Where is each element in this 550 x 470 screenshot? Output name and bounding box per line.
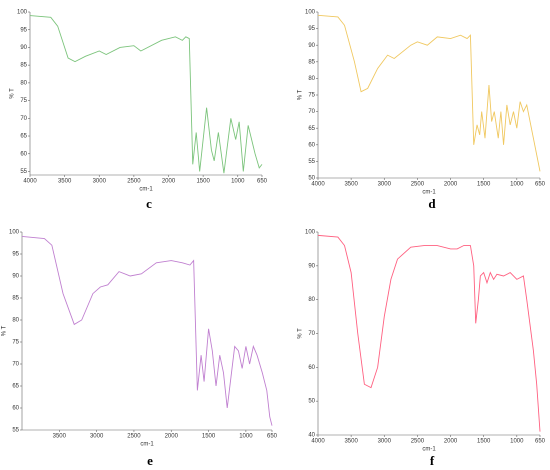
x-tick-label: 3000	[378, 182, 392, 188]
x-tick-label: 2500	[411, 182, 425, 188]
x-tick-label: 650	[535, 182, 546, 188]
x-tick-label: 3500	[344, 439, 358, 445]
y-axis-label: % T	[2, 325, 8, 336]
panel-caption: e	[147, 453, 153, 468]
x-tick-label: 1500	[196, 179, 210, 185]
spectrum-line	[29, 15, 263, 174]
y-tick-label: 50	[308, 399, 315, 405]
x-axis-label: cm-1	[422, 190, 436, 196]
x-tick-label: 1500	[477, 182, 491, 188]
y-tick-label: 100	[9, 230, 20, 236]
y-tick-label: 100	[17, 10, 28, 16]
x-tick-label: 2000	[165, 434, 179, 440]
y-tick-label: 55	[308, 159, 315, 165]
x-axis-label: cm-1	[422, 447, 436, 453]
y-tick-label: 70	[308, 331, 315, 337]
y-tick-label: 55	[12, 428, 19, 434]
x-tick-label: 2500	[127, 179, 141, 185]
y-tick-label: 65	[20, 134, 27, 140]
y-tick-label: 95	[20, 27, 27, 33]
panel-caption: f	[430, 453, 435, 468]
x-tick-label: 3500	[344, 182, 358, 188]
x-tick-label: 1500	[477, 439, 491, 445]
x-tick-label: 2000	[162, 179, 176, 185]
x-tick-label: 1000	[239, 434, 253, 440]
x-tick-label: 3000	[90, 434, 104, 440]
y-tick-label: 80	[308, 297, 315, 303]
y-tick-label: 95	[12, 252, 19, 258]
x-tick-label: 2500	[127, 434, 141, 440]
spectrum-line	[317, 14, 541, 172]
y-tick-label: 70	[20, 116, 27, 122]
x-tick-label: 4000	[311, 439, 325, 445]
y-tick-label: 85	[12, 296, 19, 302]
y-tick-label: 90	[20, 45, 27, 51]
x-tick-label: 1000	[510, 182, 524, 188]
y-tick-label: 60	[308, 142, 315, 148]
y-tick-label: 90	[12, 274, 19, 280]
x-tick-label: 3500	[58, 179, 72, 185]
x-tick-label: 3500	[53, 434, 67, 440]
y-tick-label: 85	[308, 59, 315, 65]
y-tick-label: 75	[308, 93, 315, 99]
y-tick-label: 70	[12, 362, 19, 368]
x-tick-label: 3000	[378, 439, 392, 445]
panel-caption: c	[146, 196, 152, 211]
y-tick-label: 70	[308, 109, 315, 115]
y-axis-label: % T	[10, 88, 16, 99]
x-tick-label: 650	[267, 434, 278, 440]
y-tick-label: 40	[308, 433, 315, 439]
x-tick-label: 2000	[444, 439, 458, 445]
y-axis-label: % T	[298, 328, 304, 339]
x-tick-label: 3000	[93, 179, 107, 185]
y-tick-label: 90	[308, 43, 315, 49]
y-tick-label: 80	[308, 76, 315, 82]
y-tick-label: 100	[305, 230, 316, 236]
x-tick-label: 650	[257, 179, 268, 185]
x-tick-label: 4000	[23, 179, 37, 185]
y-tick-label: 60	[20, 151, 27, 157]
spectrum-line	[317, 234, 541, 432]
y-tick-label: 65	[12, 384, 19, 390]
x-tick-label: 4000	[311, 182, 325, 188]
y-tick-label: 90	[308, 263, 315, 269]
y-tick-label: 55	[20, 169, 27, 175]
x-axis-label: cm-1	[140, 442, 154, 448]
y-tick-label: 80	[20, 80, 27, 86]
y-tick-label: 65	[308, 126, 315, 132]
y-axis-label: % T	[298, 89, 304, 100]
x-tick-label: 1500	[202, 434, 216, 440]
spectrum-line	[21, 235, 273, 426]
y-tick-label: 75	[20, 98, 27, 104]
y-tick-label: 75	[12, 340, 19, 346]
y-tick-label: 95	[308, 26, 315, 32]
x-tick-label: 2500	[411, 439, 425, 445]
y-tick-label: 50	[308, 176, 315, 182]
y-tick-label: 100	[305, 10, 316, 16]
x-axis-label: cm-1	[139, 187, 153, 193]
y-tick-label: 60	[308, 365, 315, 371]
x-tick-label: 1000	[231, 179, 245, 185]
panel-caption: d	[428, 196, 436, 211]
x-tick-label: 2000	[444, 182, 458, 188]
y-tick-label: 85	[20, 63, 27, 69]
y-tick-label: 80	[12, 318, 19, 324]
x-tick-label: 650	[535, 439, 546, 445]
x-tick-label: 1000	[510, 439, 524, 445]
y-tick-label: 60	[12, 406, 19, 412]
